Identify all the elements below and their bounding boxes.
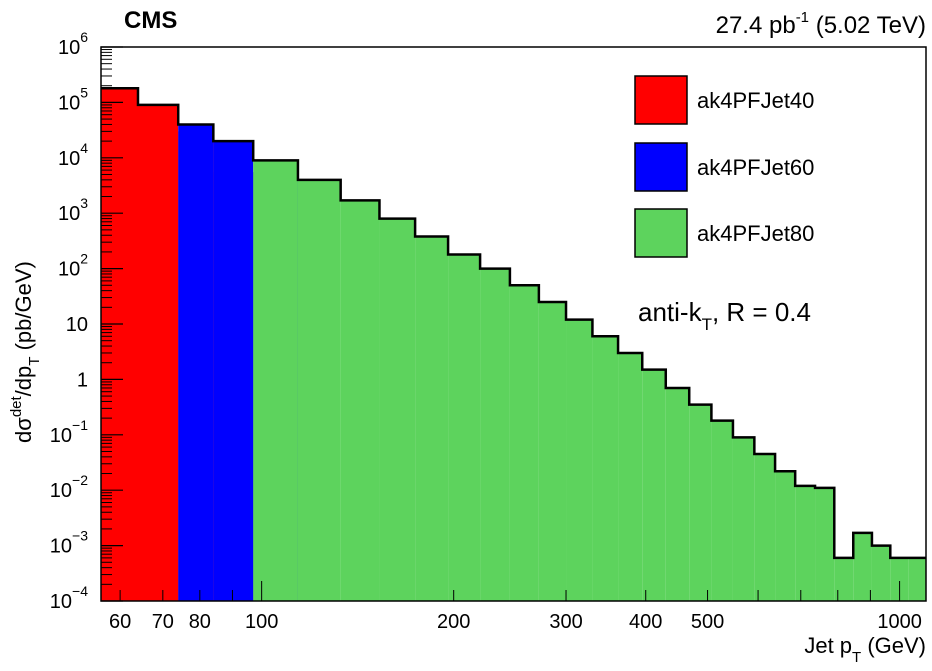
plot-frame <box>100 46 927 602</box>
y-tick-label: 10−4 <box>50 583 88 613</box>
x-tick-labels: 60 70 80 100 200 300 400 500 1000 <box>109 611 922 633</box>
x-tick-label: 200 <box>437 611 470 633</box>
bar-ak4PFJet80-bin-9 <box>448 254 481 602</box>
legend-swatch-ak4PFJet40 <box>634 75 688 125</box>
legend: ak4PFJet40 ak4PFJet60 ak4PFJet80 <box>634 75 814 258</box>
x-tick-label: 300 <box>549 611 582 633</box>
bar-ak4PFJet60-bin-2 <box>178 124 214 602</box>
y-tick-label: 105 <box>58 84 88 114</box>
y-tick-label: 104 <box>58 140 88 170</box>
bar-ak4PFJet80-bin-26 <box>853 532 872 601</box>
bar-ak4PFJet60-bin-3 <box>213 141 254 602</box>
bar-ak4PFJet80-bin-25 <box>834 557 854 601</box>
histogram-bars <box>101 88 927 602</box>
legend-label-ak4PFJet60: ak4PFJet60 <box>697 155 814 180</box>
bar-ak4PFJet80-bin-23 <box>795 485 816 601</box>
bar-ak4PFJet80-bin-15 <box>618 352 643 601</box>
legend-swatch-ak4PFJet80 <box>634 208 688 258</box>
legend-swatch-ak4PFJet60 <box>634 142 688 192</box>
lumi-label-sup: -1 <box>796 9 809 26</box>
bar-ak4PFJet80-bin-7 <box>379 218 416 601</box>
bar-ak4PFJet80-bin-4 <box>253 160 298 601</box>
bar-ak4PFJet80-bin-19 <box>711 420 733 601</box>
bar-ak4PFJet80-bin-22 <box>775 471 796 601</box>
bar-ak4PFJet80-bin-20 <box>732 437 755 601</box>
y-tick-label: 10 <box>66 314 88 336</box>
bar-ak4PFJet80-bin-27 <box>871 545 891 601</box>
algorithm-annotation: anti-kT, R = 0.4 <box>638 297 811 334</box>
x-tick-label: 400 <box>629 611 662 633</box>
bar-ak4PFJet80-bin-10 <box>480 268 510 601</box>
bar-ak4PFJet80-bin-12 <box>538 301 567 601</box>
bar-ak4PFJet80-bin-14 <box>592 336 619 601</box>
y-tick-label: 106 <box>58 29 88 59</box>
total-outline <box>101 87 927 560</box>
bar-ak4PFJet80-bin-28 <box>890 557 909 601</box>
bar-ak4PFJet80-bin-24 <box>815 487 835 601</box>
bar-ak4PFJet80-bin-8 <box>415 236 449 602</box>
x-tick-label: 100 <box>245 611 278 633</box>
bar-ak4PFJet80-bin-18 <box>689 404 712 601</box>
x-tick-label: 1000 <box>877 611 922 633</box>
y-tick-label: 102 <box>58 251 88 281</box>
bar-ak4PFJet80-bin-11 <box>509 285 539 601</box>
legend-label-ak4PFJet40: ak4PFJet40 <box>697 88 814 113</box>
x-axis-title: Jet pT (GeV) <box>804 633 926 666</box>
x-tick-label: 80 <box>189 611 211 633</box>
lumi-label: 27.4 pb-1 (5.02 TeV) <box>716 9 926 39</box>
bar-ak4PFJet80-bin-17 <box>665 387 690 601</box>
bar-ak4PFJet80-bin-5 <box>297 179 341 601</box>
bar-ak4PFJet40-bin-0 <box>101 88 138 601</box>
y-tick-label: 10−3 <box>50 528 88 558</box>
bar-ak4PFJet80-bin-29 <box>908 557 927 601</box>
y-tick-label: 1 <box>77 369 88 391</box>
bar-ak4PFJet80-bin-13 <box>566 319 593 601</box>
y-tick-label: 10−1 <box>50 417 88 447</box>
x-tick-label: 60 <box>109 611 131 633</box>
bar-ak4PFJet80-bin-16 <box>642 369 666 601</box>
bar-ak4PFJet80-bin-21 <box>754 454 776 601</box>
y-tick-label: 10−2 <box>50 472 88 502</box>
cms-label: CMS <box>124 7 177 34</box>
legend-label-ak4PFJet80: ak4PFJet80 <box>697 221 814 246</box>
y-axis-title: dσdet/dpT (pb/GeV) <box>8 261 43 443</box>
x-tick-label: 70 <box>152 611 174 633</box>
bar-ak4PFJet40-bin-1 <box>137 104 179 601</box>
axis-ticks <box>101 46 901 602</box>
y-tick-label: 103 <box>58 195 88 225</box>
bar-ak4PFJet80-bin-6 <box>340 200 380 601</box>
y-tick-labels: 10−4 10−3 10−2 10−1 1 10 102 103 104 105 106 <box>50 29 88 613</box>
x-tick-label: 500 <box>691 611 724 633</box>
